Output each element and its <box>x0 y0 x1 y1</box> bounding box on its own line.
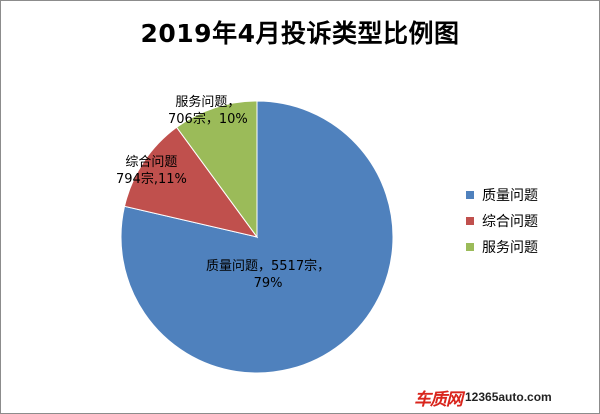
legend-label-quality: 质量问题 <box>482 188 538 204</box>
legend-item-service: 服务问题 <box>466 234 538 260</box>
pie-slice-quality <box>120 100 394 374</box>
data-label-service: 服务问题， 706宗，10% <box>168 94 248 128</box>
legend-item-quality: 质量问题 <box>466 182 538 208</box>
data-label-quality-line1: 质量问题，5517宗， <box>206 259 331 274</box>
chart-legend: 质量问题 综合问题 服务问题 <box>466 182 538 260</box>
watermark-logo: 车质网 <box>414 389 463 410</box>
data-label-service-line2: 706宗，10% <box>168 112 248 127</box>
data-label-comprehensive-line2: 794宗,11% <box>116 172 187 187</box>
pie-slice-comprehensive <box>123 126 259 238</box>
watermark: 车质网 12365auto.com <box>414 386 552 410</box>
pie-slice-service <box>175 100 258 239</box>
legend-swatch-comprehensive <box>466 217 474 225</box>
legend-label-comprehensive: 综合问题 <box>482 214 538 230</box>
data-label-quality: 质量问题，5517宗， 79% <box>206 258 330 292</box>
legend-item-comprehensive: 综合问题 <box>466 208 538 234</box>
legend-swatch-quality <box>466 191 474 199</box>
data-label-service-line1: 服务问题， <box>175 95 241 110</box>
chart-title: 2019年4月投诉类型比例图 <box>140 19 460 48</box>
data-label-quality-line2: 79% <box>253 276 283 291</box>
legend-label-service: 服务问题 <box>482 240 538 256</box>
data-label-comprehensive-line1: 综合问题 <box>125 155 178 170</box>
data-label-comprehensive: 综合问题 794宗,11% <box>116 154 187 188</box>
legend-swatch-service <box>466 243 474 251</box>
watermark-site: 12365auto.com <box>465 390 552 404</box>
